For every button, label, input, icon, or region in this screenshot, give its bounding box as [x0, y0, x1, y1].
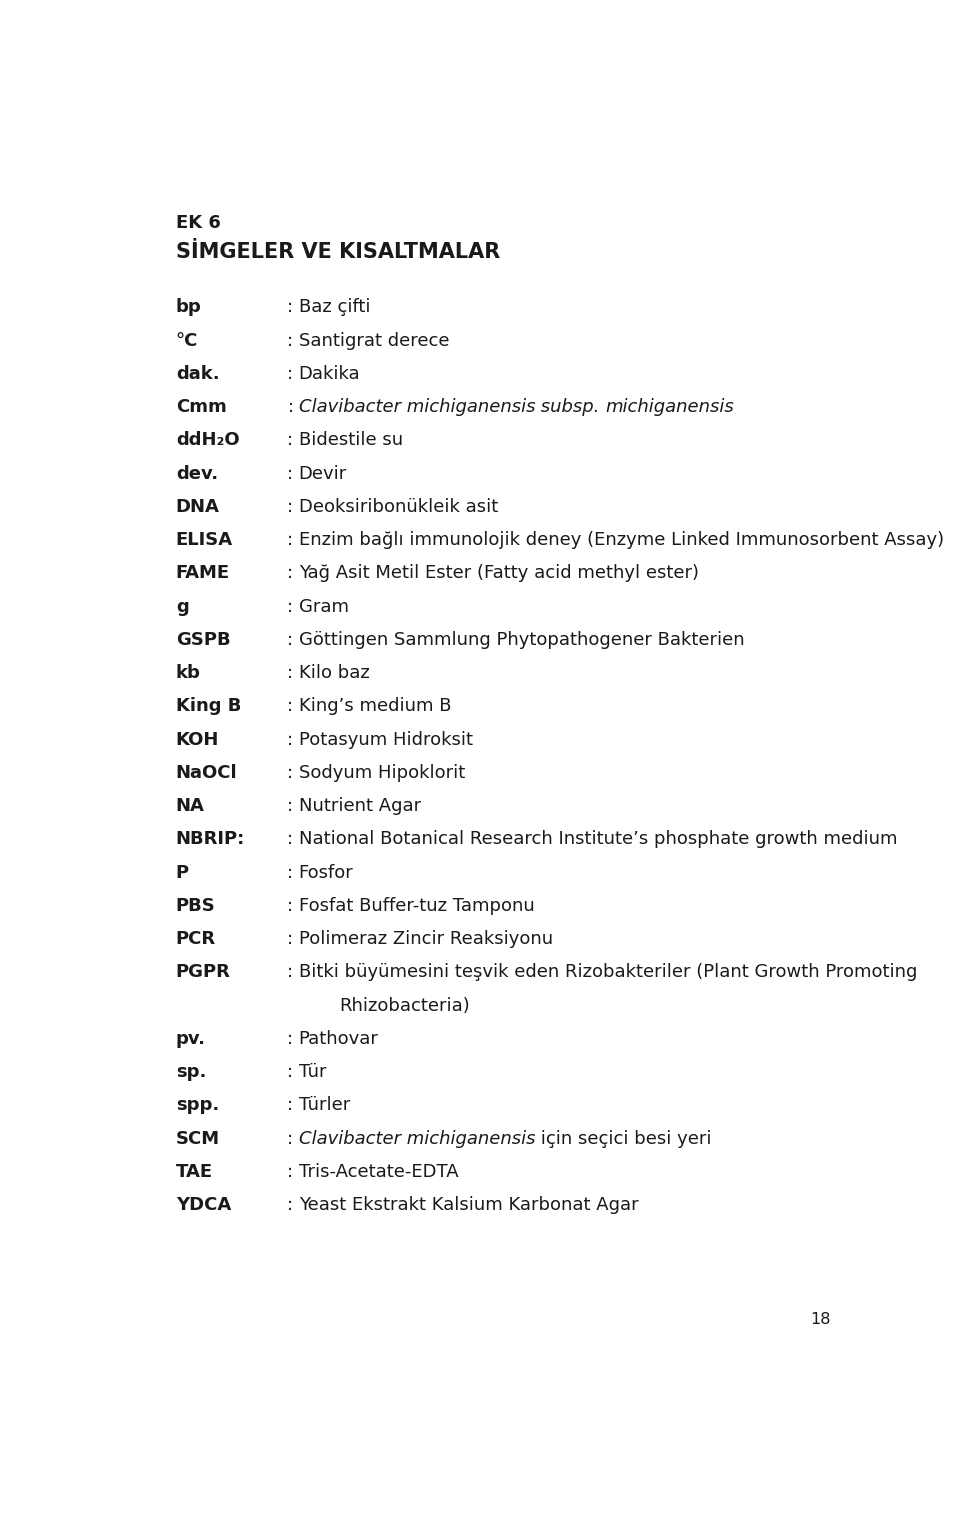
Text: ddH₂O: ddH₂O: [176, 432, 239, 450]
Text: :: :: [287, 797, 300, 815]
Text: DNA: DNA: [176, 498, 220, 517]
Text: g: g: [176, 598, 188, 615]
Text: :: :: [287, 664, 300, 682]
Text: EK 6: EK 6: [176, 215, 221, 232]
Text: Göttingen Sammlung Phytopathogener Bakterien: Göttingen Sammlung Phytopathogener Bakte…: [299, 630, 744, 648]
Text: :: :: [287, 830, 300, 848]
Text: TAE: TAE: [176, 1164, 213, 1180]
Text: Potasyum Hidroksit: Potasyum Hidroksit: [299, 730, 472, 748]
Text: :: :: [287, 897, 300, 915]
Text: Pathovar: Pathovar: [299, 1030, 378, 1048]
Text: bp: bp: [176, 298, 202, 317]
Text: Clavibacter michiganensis: Clavibacter michiganensis: [299, 1130, 535, 1148]
Text: Devir: Devir: [299, 465, 347, 483]
Text: :: :: [287, 1164, 300, 1180]
Text: Deoksiribonükleik asit: Deoksiribonükleik asit: [299, 498, 498, 517]
Text: :: :: [287, 1064, 300, 1082]
Text: YDCA: YDCA: [176, 1197, 231, 1214]
Text: Clavibacter michiganensis: Clavibacter michiganensis: [299, 398, 535, 417]
Text: Baz çifti: Baz çifti: [299, 298, 370, 317]
Text: Bidestile su: Bidestile su: [299, 432, 402, 450]
Text: subsp.: subsp.: [535, 398, 605, 417]
Text: :: :: [287, 532, 300, 548]
Text: pv.: pv.: [176, 1030, 205, 1048]
Text: :: :: [287, 398, 294, 417]
Text: :: :: [287, 964, 300, 982]
Text: Gram: Gram: [299, 598, 348, 615]
Text: King’s medium B: King’s medium B: [299, 697, 451, 715]
Text: NA: NA: [176, 797, 204, 815]
Text: PCR: PCR: [176, 930, 216, 948]
Text: :: :: [287, 764, 300, 782]
Text: :: :: [287, 498, 300, 517]
Text: :: :: [287, 1130, 300, 1148]
Text: SCM: SCM: [176, 1130, 220, 1148]
Text: :: :: [287, 864, 300, 882]
Text: dev.: dev.: [176, 465, 218, 483]
Text: :: :: [287, 1030, 300, 1048]
Text: King B: King B: [176, 697, 241, 715]
Text: Dakika: Dakika: [299, 365, 360, 383]
Text: GSPB: GSPB: [176, 630, 230, 648]
Text: Tris-Acetate-EDTA: Tris-Acetate-EDTA: [299, 1164, 458, 1180]
Text: Santigrat derece: Santigrat derece: [299, 332, 449, 350]
Text: PBS: PBS: [176, 897, 216, 915]
Text: spp.: spp.: [176, 1097, 219, 1115]
Text: FAME: FAME: [176, 565, 230, 582]
Text: için seçici besi yeri: için seçici besi yeri: [535, 1130, 711, 1148]
Text: Sodyum Hipoklorit: Sodyum Hipoklorit: [299, 764, 465, 782]
Text: 18: 18: [810, 1312, 830, 1327]
Text: Rhizobacteria): Rhizobacteria): [340, 997, 470, 1015]
Text: sp.: sp.: [176, 1064, 206, 1082]
Text: :: :: [287, 365, 300, 383]
Text: Cmm: Cmm: [176, 398, 227, 417]
Text: SİMGELER VE KISALTMALAR: SİMGELER VE KISALTMALAR: [176, 242, 500, 262]
Text: Enzim bağlı immunolojik deney (Enzyme Linked Immunosorbent Assay): Enzim bağlı immunolojik deney (Enzyme Li…: [299, 532, 944, 548]
Text: Polimeraz Zincir Reaksiyonu: Polimeraz Zincir Reaksiyonu: [299, 930, 553, 948]
Text: Nutrient Agar: Nutrient Agar: [299, 797, 420, 815]
Text: :: :: [287, 598, 300, 615]
Text: °C: °C: [176, 332, 198, 350]
Text: dak.: dak.: [176, 365, 220, 383]
Text: NaOCl: NaOCl: [176, 764, 237, 782]
Text: :: :: [287, 1197, 300, 1214]
Text: :: :: [287, 930, 300, 948]
Text: Fosfor: Fosfor: [299, 864, 353, 882]
Text: :: :: [287, 1097, 300, 1115]
Text: :: :: [287, 565, 300, 582]
Text: Kilo baz: Kilo baz: [299, 664, 370, 682]
Text: P: P: [176, 864, 189, 882]
Text: ELISA: ELISA: [176, 532, 233, 548]
Text: :: :: [287, 332, 300, 350]
Text: PGPR: PGPR: [176, 964, 230, 982]
Text: :: :: [287, 298, 300, 317]
Text: Tür: Tür: [299, 1064, 326, 1082]
Text: Yeast Ekstrakt Kalsium Karbonat Agar: Yeast Ekstrakt Kalsium Karbonat Agar: [299, 1197, 638, 1214]
Text: KOH: KOH: [176, 730, 219, 748]
Text: Türler: Türler: [299, 1097, 349, 1115]
Text: :: :: [287, 465, 300, 483]
Text: National Botanical Research Institute’s phosphate growth medium: National Botanical Research Institute’s …: [299, 830, 897, 848]
Text: Fosfat Buffer-tuz Tamponu: Fosfat Buffer-tuz Tamponu: [299, 897, 535, 915]
Text: NBRIP:: NBRIP:: [176, 830, 245, 848]
Text: :: :: [287, 432, 300, 450]
Text: kb: kb: [176, 664, 201, 682]
Text: :: :: [287, 630, 300, 648]
Text: michiganensis: michiganensis: [605, 398, 734, 417]
Text: :: :: [287, 697, 300, 715]
Text: Bitki büyümesini teşvik eden Rizobakteriler (Plant Growth Promoting: Bitki büyümesini teşvik eden Rizobakteri…: [299, 964, 917, 982]
Text: Yağ Asit Metil Ester (Fatty acid methyl ester): Yağ Asit Metil Ester (Fatty acid methyl …: [299, 565, 699, 582]
Text: :: :: [287, 730, 300, 748]
